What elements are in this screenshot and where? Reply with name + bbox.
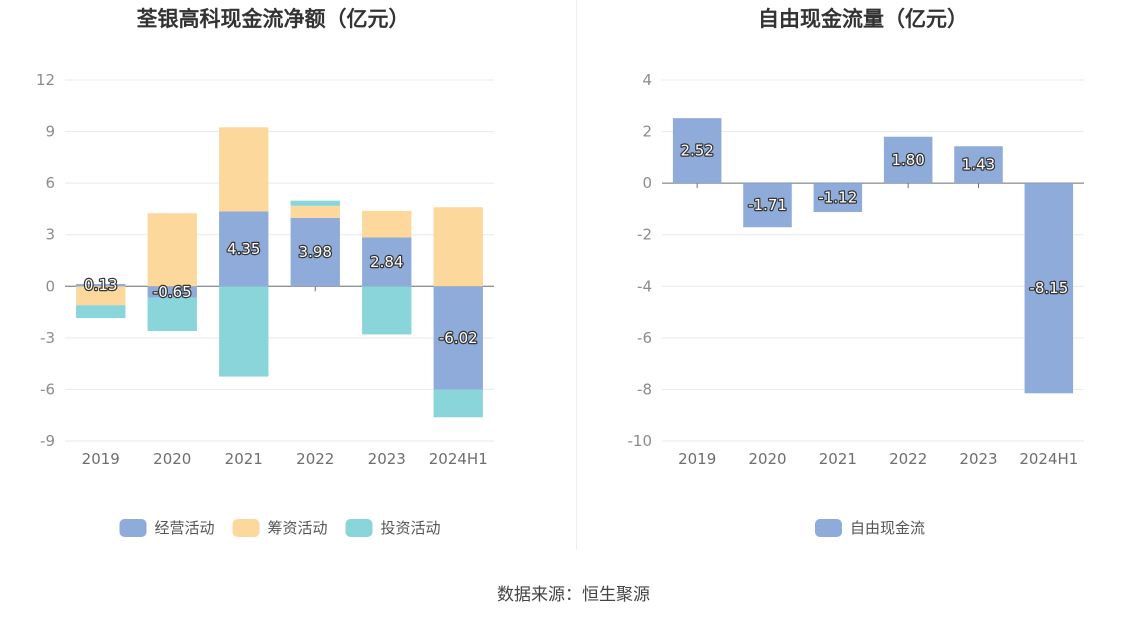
data-label: -8.15 — [1029, 279, 1068, 297]
bar-segment — [76, 305, 126, 319]
x-tick-label: 2024H1 — [1019, 450, 1078, 468]
y-tick-label: 12 — [36, 71, 55, 89]
y-tick-label: -10 — [628, 432, 653, 450]
bar-segment — [362, 286, 412, 335]
data-label: 1.43 — [962, 156, 995, 174]
x-tick-label: 2024H1 — [429, 450, 488, 468]
bar-segment — [813, 183, 863, 213]
y-tick-label: -4 — [637, 277, 652, 295]
y-tick-label: -9 — [40, 432, 55, 450]
bar-segment — [883, 136, 933, 184]
x-tick-label: 2021 — [819, 450, 857, 468]
y-tick-label: 2 — [642, 123, 652, 141]
legend-item[interactable]: 筹资活动 — [232, 519, 328, 537]
data-label: -1.71 — [748, 196, 787, 214]
bar-segment — [433, 389, 483, 418]
cashflow-net-chart: 荃银高科现金流净额（亿元） 12 9 6 3 0 -3 -6 -9 2019 2020 2021 20… — [36, 7, 494, 537]
legend-label: 自由现金流 — [850, 519, 925, 537]
y-tick-label: 0 — [45, 277, 55, 295]
data-label: -0.65 — [153, 283, 192, 301]
bar-segment — [672, 118, 722, 184]
y-tick-label: -6 — [40, 380, 55, 398]
legend-swatch — [815, 519, 842, 537]
legend-swatch — [232, 519, 260, 537]
bar-segment — [219, 211, 269, 287]
y-tick-label: 4 — [642, 71, 652, 89]
x-tick-label: 2020 — [153, 450, 191, 468]
x-tick-label: 2019 — [82, 450, 120, 468]
legend-label: 经营活动 — [155, 519, 215, 537]
bar-segment — [219, 286, 269, 377]
data-label: 2.52 — [680, 142, 713, 160]
data-label: 0.13 — [84, 276, 117, 294]
legend-item[interactable]: 自由现金流 — [815, 519, 925, 537]
y-tick-label: -8 — [637, 380, 652, 398]
bar-segment — [954, 146, 1003, 184]
data-label: 3.98 — [299, 243, 332, 261]
bar-segment — [290, 217, 340, 287]
bar-segment — [290, 200, 340, 206]
bar-segment — [147, 213, 197, 287]
bar-segment — [219, 127, 269, 212]
data-source: 数据来源：恒生聚源 — [497, 585, 650, 605]
data-label: 1.80 — [891, 151, 924, 169]
y-tick-label: -3 — [40, 329, 55, 347]
bar-segment — [76, 284, 126, 287]
bar-segment — [362, 237, 412, 287]
chart-title: 荃银高科现金流净额（亿元） — [137, 7, 410, 31]
legend-item[interactable]: 投资活动 — [345, 519, 441, 537]
chart-title: 自由现金流量（亿元） — [758, 7, 968, 31]
y-tick-label: -6 — [637, 329, 652, 347]
x-tick-label: 2020 — [748, 450, 786, 468]
x-tick-label: 2023 — [959, 450, 997, 468]
bar-segment — [743, 183, 792, 228]
y-tick-label: 3 — [45, 226, 55, 244]
bar-segment — [147, 297, 197, 331]
legend-label: 投资活动 — [381, 519, 441, 537]
free-cashflow-chart: 自由现金流量（亿元） 4 2 0 -2 -4 -6 -8 -10 2019 2020 2021 202… — [628, 7, 1084, 537]
x-tick-label: 2022 — [296, 450, 334, 468]
bar-segment — [433, 286, 483, 390]
y-tick-label: 9 — [45, 123, 55, 141]
chart-divider — [576, 0, 577, 550]
bar-segment — [1024, 183, 1074, 394]
legend-swatch — [345, 519, 373, 537]
bar-segment — [362, 210, 412, 238]
y-tick-label: -2 — [637, 226, 652, 244]
legend-label: 筹资活动 — [268, 519, 328, 537]
bar-segment — [290, 205, 340, 218]
bar-segment — [76, 286, 126, 306]
legend-item[interactable]: 经营活动 — [119, 519, 215, 537]
data-label: -6.02 — [439, 329, 478, 347]
data-label: 2.84 — [370, 253, 403, 271]
x-tick-label: 2022 — [889, 450, 927, 468]
legend-swatch — [119, 519, 147, 537]
x-tick-label: 2019 — [678, 450, 716, 468]
y-tick-label: 6 — [45, 174, 55, 192]
bar-segment — [433, 207, 483, 287]
bar-segment — [147, 286, 197, 298]
x-tick-label: 2023 — [368, 450, 406, 468]
data-label: 4.35 — [227, 240, 260, 258]
y-tick-label: 0 — [642, 174, 652, 192]
x-tick-label: 2021 — [225, 450, 263, 468]
data-label: -1.12 — [818, 189, 857, 207]
